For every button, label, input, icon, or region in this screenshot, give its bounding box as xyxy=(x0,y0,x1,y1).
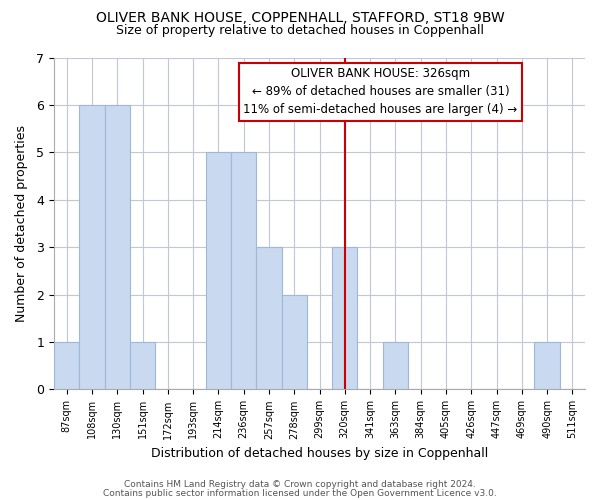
Text: OLIVER BANK HOUSE: 326sqm
← 89% of detached houses are smaller (31)
11% of semi-: OLIVER BANK HOUSE: 326sqm ← 89% of detac… xyxy=(244,68,518,116)
Text: Contains HM Land Registry data © Crown copyright and database right 2024.: Contains HM Land Registry data © Crown c… xyxy=(124,480,476,489)
Text: OLIVER BANK HOUSE, COPPENHALL, STAFFORD, ST18 9BW: OLIVER BANK HOUSE, COPPENHALL, STAFFORD,… xyxy=(95,11,505,25)
Bar xyxy=(206,152,231,390)
Bar xyxy=(256,247,281,390)
Bar xyxy=(281,294,307,390)
Bar xyxy=(130,342,155,390)
Text: Contains public sector information licensed under the Open Government Licence v3: Contains public sector information licen… xyxy=(103,488,497,498)
Y-axis label: Number of detached properties: Number of detached properties xyxy=(15,125,28,322)
Bar xyxy=(383,342,408,390)
Text: Size of property relative to detached houses in Coppenhall: Size of property relative to detached ho… xyxy=(116,24,484,37)
Bar xyxy=(54,342,79,390)
Bar xyxy=(332,247,358,390)
Bar xyxy=(535,342,560,390)
Bar xyxy=(79,105,104,390)
Bar xyxy=(231,152,256,390)
Bar xyxy=(104,105,130,390)
X-axis label: Distribution of detached houses by size in Coppenhall: Distribution of detached houses by size … xyxy=(151,447,488,460)
